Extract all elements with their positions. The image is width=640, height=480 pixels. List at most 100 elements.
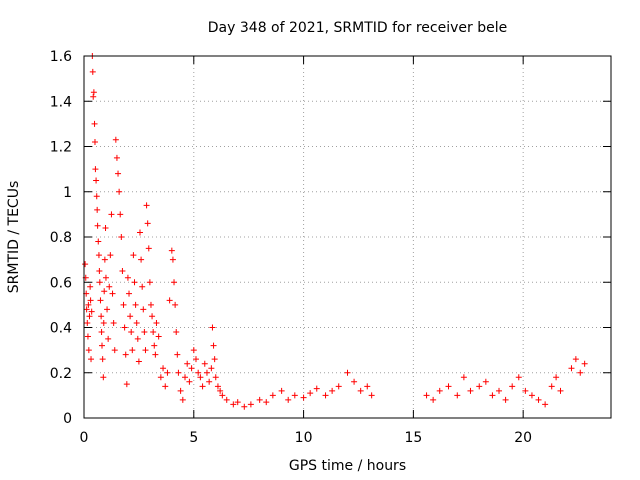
data-point (101, 256, 108, 263)
data-point (171, 279, 178, 286)
axis-tick-labels: 0 0.2 0.4 0.6 0.8 1 1.2 1.4 1.6 0 5 10 15 20 (50, 49, 532, 446)
data-point (124, 274, 131, 281)
data-point (162, 383, 169, 390)
data-point (581, 360, 588, 367)
data-point (101, 288, 108, 295)
data-point (151, 342, 158, 349)
y-tick-label: 1.6 (50, 49, 72, 65)
data-point (344, 369, 351, 376)
y-tick-label: 0.4 (50, 321, 72, 337)
data-point (199, 383, 206, 390)
axis-ticks (83, 55, 611, 419)
data-point (155, 333, 162, 340)
data-point (173, 329, 180, 336)
data-point (118, 234, 125, 240)
data-point (145, 245, 152, 252)
data-point (542, 401, 549, 408)
x-tick-label: 0 (80, 430, 89, 446)
data-point (423, 392, 430, 399)
data-point (285, 396, 292, 403)
data-point (92, 166, 99, 173)
data-point (329, 387, 336, 394)
data-point (93, 177, 100, 184)
data-point (82, 261, 89, 268)
data-point (142, 347, 149, 354)
data-point (153, 319, 160, 326)
data-point (85, 301, 92, 308)
plot-frame (83, 55, 612, 419)
data-point (368, 392, 375, 399)
data-point (102, 274, 109, 281)
data-point (553, 374, 560, 381)
y-tick-label: 0 (63, 411, 72, 427)
data-point (278, 387, 285, 394)
data-point (121, 324, 128, 331)
data-point (166, 297, 173, 304)
data-point (214, 383, 221, 390)
data-points (82, 53, 588, 410)
data-point (182, 374, 189, 381)
data-point (515, 374, 522, 381)
data-point (131, 279, 138, 286)
data-point (90, 89, 97, 96)
data-point (175, 369, 182, 376)
data-point (211, 356, 218, 363)
y-tick-label: 0.8 (50, 230, 72, 246)
data-point (90, 93, 97, 100)
data-point (85, 347, 92, 354)
data-point (133, 319, 140, 326)
data-point (120, 301, 127, 308)
data-point (172, 301, 179, 308)
y-tick-label: 0.6 (50, 275, 72, 291)
data-point (263, 399, 270, 406)
data-point (117, 211, 124, 218)
data-point (528, 392, 535, 399)
data-point (130, 252, 137, 259)
data-point (572, 356, 579, 363)
data-point (217, 387, 224, 394)
data-point (127, 313, 134, 320)
data-point (210, 342, 217, 349)
data-point (106, 283, 113, 290)
data-point (112, 136, 119, 143)
data-point (269, 392, 276, 399)
data-point (230, 401, 237, 408)
data-point (144, 220, 151, 227)
y-axis-label: SRMTID / TECUs (6, 181, 22, 294)
data-point (223, 396, 230, 403)
data-point (177, 387, 184, 394)
data-point (87, 297, 94, 304)
x-tick-label: 15 (404, 430, 422, 446)
data-point (351, 378, 358, 385)
data-point (95, 252, 102, 259)
data-point (436, 387, 443, 394)
data-point (160, 365, 167, 372)
x-tick-label: 5 (189, 430, 198, 446)
data-point (94, 206, 101, 213)
data-point (88, 308, 95, 315)
data-point (482, 378, 489, 385)
data-point (91, 138, 98, 145)
data-point (357, 387, 364, 394)
data-point (313, 385, 320, 392)
y-tick-label: 0.2 (50, 366, 72, 382)
x-axis-label: GPS time / hours (289, 458, 406, 474)
data-point (128, 329, 135, 336)
data-point (152, 351, 159, 358)
data-point (100, 319, 107, 326)
data-point (476, 383, 483, 390)
data-point (123, 381, 130, 388)
data-point (94, 222, 101, 229)
data-point (116, 188, 123, 195)
data-point (192, 356, 199, 363)
data-point (335, 383, 342, 390)
data-point (89, 68, 96, 75)
data-point (134, 335, 141, 342)
data-point (300, 394, 307, 401)
data-point (132, 301, 139, 308)
data-point (206, 378, 213, 385)
data-point (98, 329, 105, 336)
data-point (111, 347, 118, 354)
data-point (107, 252, 114, 259)
